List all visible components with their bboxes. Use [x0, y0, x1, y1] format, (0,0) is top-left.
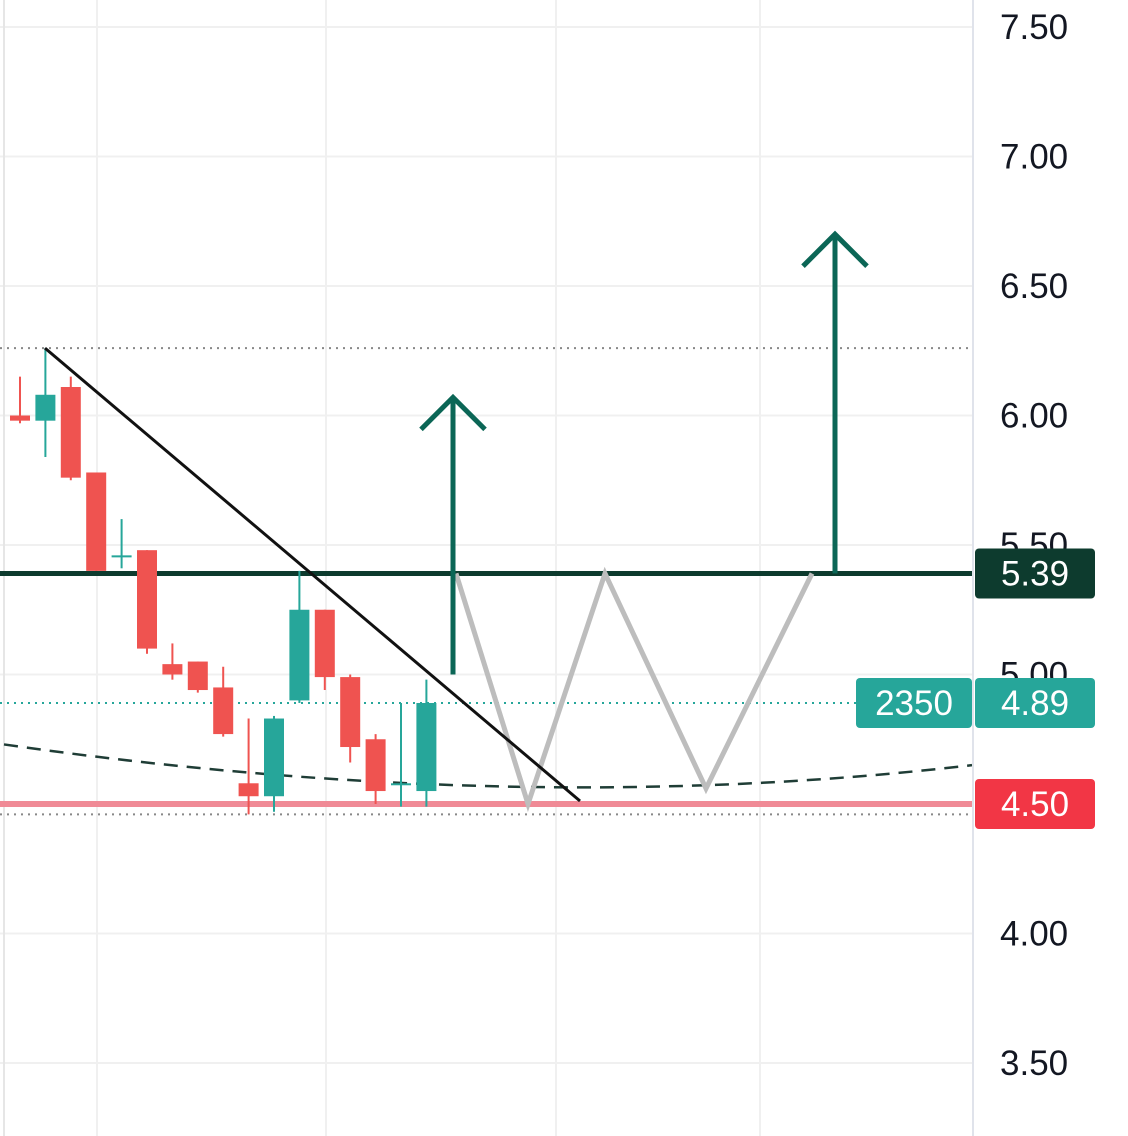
candle-body	[162, 664, 183, 675]
last-price-badge-text: 4.89	[1001, 684, 1069, 723]
candle	[213, 666, 234, 737]
candle-body	[289, 609, 310, 701]
volume-badge-box	[856, 677, 972, 728]
candle	[10, 376, 30, 424]
rounded-bottom-curve	[3, 743, 973, 789]
candle	[137, 550, 157, 654]
candle	[289, 570, 310, 703]
candle	[416, 679, 437, 807]
trend-drawings	[44, 230, 869, 803]
volume-badge: 2350	[856, 677, 972, 728]
price-badges: 5.39 2350 4.89 4.50	[856, 548, 1095, 829]
descending-trendline	[44, 347, 581, 803]
target-arrow-1	[419, 393, 487, 675]
candle-body	[391, 783, 411, 786]
candle	[111, 519, 132, 569]
candle-body	[314, 609, 335, 678]
candle-body	[264, 718, 284, 797]
target-arrow-2	[801, 230, 869, 574]
arrow-head	[801, 230, 869, 268]
candle-body	[35, 394, 56, 421]
candle	[35, 348, 56, 457]
candle-body	[60, 387, 81, 478]
arrow-head	[419, 393, 487, 432]
grid-lines	[0, 0, 972, 1136]
y-tick-label: 3.50	[1000, 1044, 1068, 1083]
candle	[238, 718, 259, 815]
last-price-badge: 4.89	[975, 677, 1095, 728]
candle	[264, 715, 284, 812]
candle-body	[238, 783, 259, 797]
candle-body	[86, 472, 107, 571]
resistance-price-badge-text: 5.39	[1001, 554, 1069, 593]
y-tick-label: 7.50	[1000, 8, 1068, 47]
resistance-price-badge: 5.39	[975, 548, 1095, 599]
candle	[60, 376, 81, 481]
candle-body	[340, 677, 361, 748]
last-price-badge-box	[975, 677, 1095, 728]
candle	[86, 472, 107, 571]
candle	[162, 643, 183, 680]
support-price-badge-text: 4.50	[1001, 785, 1069, 824]
y-tick-label: 6.00	[1000, 397, 1068, 436]
candle-body	[365, 739, 386, 792]
candle-body	[187, 661, 208, 691]
y-tick-label: 6.50	[1000, 267, 1068, 306]
candlesticks	[10, 348, 437, 815]
candle-body	[213, 687, 234, 735]
support-price-badge: 4.50	[975, 779, 1095, 829]
projected-double-bottom-path	[453, 566, 815, 813]
resistance-price-badge-box	[975, 548, 1095, 599]
volume-badge-text: 2350	[875, 684, 953, 723]
candle	[391, 702, 411, 807]
candle	[365, 734, 386, 804]
y-tick-label: 7.00	[1000, 138, 1068, 177]
candle-body	[10, 415, 30, 421]
candle-body	[416, 702, 437, 792]
candle	[340, 674, 361, 763]
support-price-badge-box	[975, 779, 1095, 829]
candle	[187, 661, 208, 693]
y-tick-label: 4.00	[1000, 915, 1068, 954]
candle-body	[137, 550, 157, 649]
drawings	[3, 566, 973, 813]
candle	[314, 609, 335, 691]
candle-body	[111, 555, 132, 558]
